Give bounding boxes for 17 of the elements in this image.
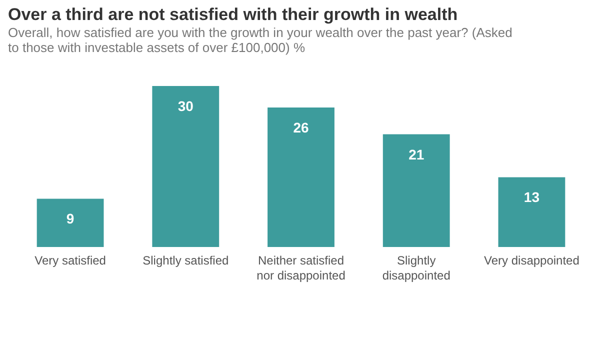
data-label: 30 <box>178 98 194 114</box>
x-tick-label: Very disappointed <box>484 254 580 268</box>
x-tick-label: Neither satisfied nor disappointed <box>256 254 346 282</box>
bar <box>498 177 566 247</box>
x-tick-label: Very satisfied <box>34 254 106 268</box>
bar <box>268 107 334 247</box>
bar <box>152 86 220 247</box>
bar <box>382 134 450 247</box>
data-label: 13 <box>524 189 540 206</box>
chart-subtitle: Overall, how satisfied are you with the growth in your wealth over the past year? (Asked to those with investable assets of over £100,000) % <box>8 25 512 55</box>
data-label: 26 <box>293 119 309 136</box>
chart-title: Over a third are not satisfied with their growth in wealth <box>8 5 458 24</box>
data-label: 9 <box>66 210 74 227</box>
x-tick-label: Slightly disappointed <box>382 254 450 282</box>
x-tick-label: Slightly satisfied <box>142 254 229 268</box>
data-label: 21 <box>408 146 424 162</box>
bar <box>36 198 104 247</box>
